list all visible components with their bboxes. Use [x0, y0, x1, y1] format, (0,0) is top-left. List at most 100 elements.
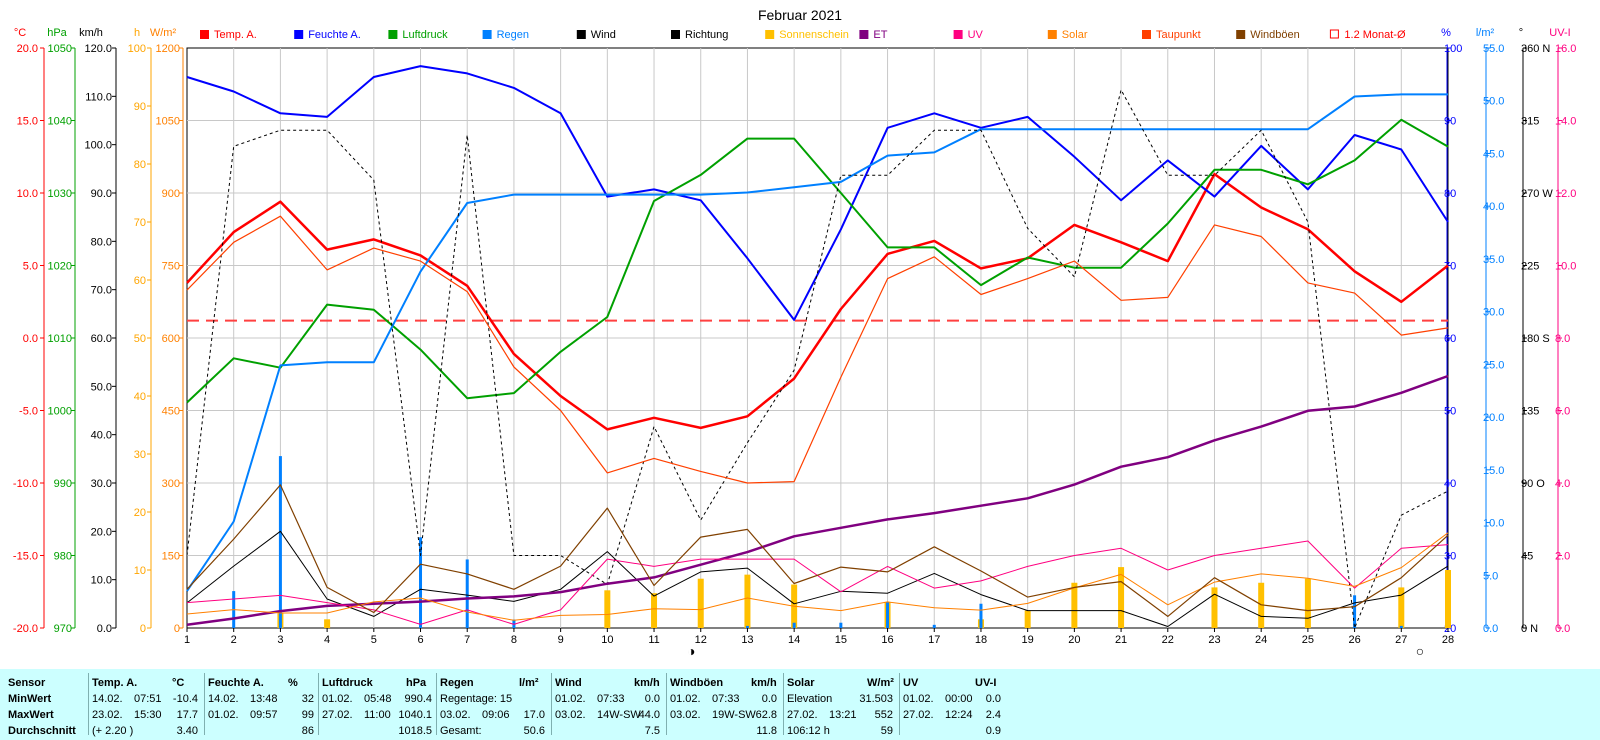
- series-feuchte-a-: [186, 65, 1449, 321]
- stats-value-row: 01.02. 05:48 990.4: [322, 691, 434, 707]
- solar-tick-label: 750: [162, 261, 180, 273]
- stats-date: 14.02.: [208, 693, 239, 705]
- stats-time: 09:06: [482, 709, 510, 721]
- stats-group-header: Solar W/m²: [787, 675, 895, 691]
- stats-value-row: 11.8: [670, 723, 779, 739]
- legend-swatch: [576, 30, 586, 39]
- stats-time: 07:33: [597, 693, 625, 705]
- stats-group-title: UV: [903, 677, 919, 689]
- series-temp-a-: [186, 172, 1449, 431]
- uv-tick-label: 8.0: [1555, 333, 1570, 345]
- temp-tick-label: 10.0: [17, 188, 38, 200]
- x-tick-label: 3: [277, 634, 283, 646]
- uv-tick-label: 2.0: [1555, 551, 1570, 563]
- bar-sonnenschein: [604, 590, 611, 628]
- stats-date: 01.02.: [555, 693, 586, 705]
- stats-separator: [666, 673, 667, 735]
- stats-group-wind: Wind km/h 01.02. 07:33 0.0 03.02. 14W-SW 44.0 7.…: [555, 675, 662, 739]
- pressure-tick-label: 970: [54, 623, 72, 635]
- x-tick-label: 20: [1068, 634, 1080, 646]
- stats-group-header: UV UV-I: [903, 675, 1003, 691]
- temp-tick-label: 0.0: [23, 333, 38, 345]
- stats-time: 13:21: [829, 709, 857, 721]
- x-tick-label: 21: [1115, 634, 1127, 646]
- solar-tick-label: 150: [162, 551, 180, 563]
- direction-tick-label: 45: [1521, 551, 1533, 563]
- legend-swatch: [859, 30, 869, 39]
- stats-value: 990.4: [404, 693, 432, 705]
- x-tick-label: 15: [835, 634, 847, 646]
- legend-label: Taupunkt: [1156, 29, 1201, 41]
- stats-group-title: Feuchte A.: [208, 677, 264, 689]
- uv-tick-label: 12.0: [1555, 188, 1576, 200]
- legend-label: Feuchte A.: [308, 29, 361, 41]
- x-tick-label: 22: [1162, 634, 1174, 646]
- legend-swatch: [482, 30, 492, 39]
- x-tick-label: 12: [695, 634, 707, 646]
- stats-value-row: 0.9: [903, 723, 1003, 739]
- stats-value-row: 01.02. 09:57 99: [208, 707, 316, 723]
- stats-group-title: Temp. A.: [92, 677, 138, 689]
- rain-tick-label: 40.0: [1483, 201, 1504, 213]
- uv-tick-label: 14.0: [1555, 116, 1576, 128]
- temp-tick-label: 15.0: [17, 116, 38, 128]
- bar-regen-tag-: [1353, 595, 1357, 628]
- hours-tick-label: 10: [134, 565, 146, 577]
- stats-date: 106:12 h: [787, 725, 830, 737]
- temp-tick-label: -5.0: [19, 406, 38, 418]
- legend-label: Temp. A.: [214, 29, 257, 41]
- statistics-panel: Sensor MinWert MaxWert Durchschnitt Temp. A.…: [0, 669, 1600, 740]
- uv-axis-unit: UV-I: [1549, 27, 1570, 39]
- stats-time: 00:00: [945, 693, 973, 705]
- bar-sonnenschein: [1024, 610, 1031, 628]
- legend: Temp. A. Feuchte A. Luftdruck Regen Wind Rich…: [200, 29, 1406, 41]
- bar-regen-tag-: [1399, 625, 1403, 628]
- rain-tick-label: 30.0: [1483, 307, 1504, 319]
- stats-date: 03.02.: [555, 709, 586, 721]
- direction-tick-label: 270 W: [1521, 188, 1553, 200]
- humidity-tick-label: 50: [1444, 406, 1456, 418]
- rain-tick-label: 0.0: [1483, 623, 1498, 635]
- stats-group-luftdruck: Luftdruck hPa 01.02. 05:48 990.4 27.02. 11:00 1…: [322, 675, 434, 739]
- stats-time: 14W-SW: [597, 709, 641, 721]
- bar-regen-tag-: [745, 625, 749, 628]
- x-tick-label: 10: [601, 634, 613, 646]
- stats-value: 50.6: [523, 725, 545, 737]
- stats-group-unit: °C: [172, 677, 185, 689]
- stats-row-label: MaxWert: [8, 707, 88, 723]
- bar-regen-tag-: [886, 601, 890, 628]
- rain-axis-unit: l/m²: [1476, 27, 1495, 39]
- stats-time: 13:48: [250, 693, 278, 705]
- legend-label: Richtung: [685, 29, 728, 41]
- stats-value-row: Gesamt: 50.6: [440, 723, 547, 739]
- series-et: [186, 374, 1449, 627]
- x-tick-label: 11: [648, 634, 659, 646]
- stats-group-solar: Solar W/m² Elevation 31.503 27.02. 13:21 552 10…: [787, 675, 895, 739]
- hours-tick-label: 50: [134, 333, 146, 345]
- stats-separator: [88, 673, 89, 735]
- series-solar: [186, 532, 1449, 621]
- stats-date: 03.02.: [440, 709, 471, 721]
- solar-tick-label: 300: [162, 478, 180, 490]
- bar-regen-tag-: [839, 622, 843, 628]
- stats-value: 3.40: [176, 725, 198, 737]
- temp-tick-label: -20.0: [13, 623, 38, 635]
- wind-tick-label: 40.0: [91, 430, 112, 442]
- wind-axis-unit: km/h: [79, 27, 103, 39]
- bar-sonnenschein: [651, 593, 658, 628]
- stats-group-unit: W/m²: [867, 677, 894, 689]
- x-tick-label: 23: [1208, 634, 1220, 646]
- sensor-title: Sensor: [8, 677, 46, 689]
- solar-axis-unit: W/m²: [150, 27, 177, 39]
- stats-value-row: 27.02. 11:00 1040.1: [322, 707, 434, 723]
- stats-group-uv: UV UV-I 01.02. 00:00 0.0 27.02. 12:24 2.4 0.9: [903, 675, 1003, 739]
- legend-label: Wind: [591, 29, 616, 41]
- pressure-tick-label: 1040: [48, 116, 72, 128]
- legend-swatch: [953, 30, 963, 39]
- stats-time: 11:00: [364, 709, 391, 721]
- x-tick-label: 9: [558, 634, 564, 646]
- stats-time: 19W-SW: [712, 709, 756, 721]
- series-richtung: [186, 89, 1449, 629]
- humidity-tick-label: 70: [1444, 261, 1456, 273]
- stats-value-row: 01.02. 07:33 0.0: [555, 691, 662, 707]
